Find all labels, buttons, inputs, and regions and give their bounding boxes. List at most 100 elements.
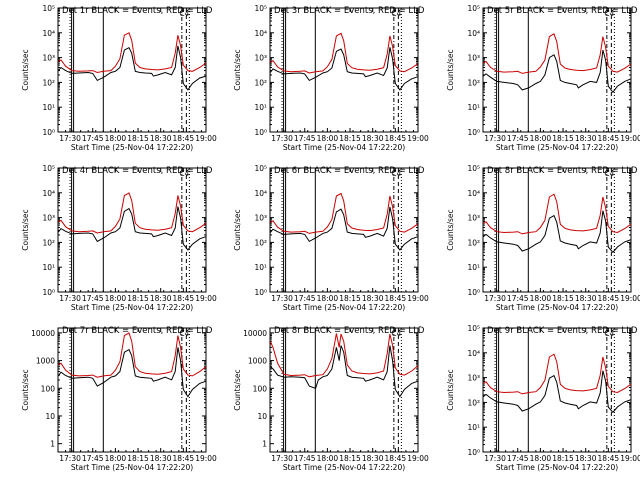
- y-tick-label: 10⁰: [254, 288, 267, 297]
- series-line: [269, 206, 419, 251]
- plot-frame: [57, 167, 207, 293]
- y-tick-label: 10⁰: [254, 128, 267, 137]
- x-tick-label: 18:00: [105, 294, 127, 303]
- y-tick-label: 10²: [254, 238, 267, 247]
- x-tick-label: 18:45: [598, 294, 620, 303]
- y-tick-label: 10⁴: [467, 29, 480, 38]
- y-axis-label: Counts/sec: [446, 369, 455, 410]
- flare-class-label: C4: [604, 9, 614, 18]
- y-axis-label: Counts/sec: [21, 369, 30, 410]
- x-tick-label: 17:45: [507, 294, 529, 303]
- chart-panel: Det 9r BLACK = Events, RED = LLD 10⁰ 10¹ 10…: [446, 324, 640, 472]
- chart-title: Det 6r BLACK = Events, RED = LLD: [274, 166, 425, 176]
- x-tick-label: 18:30: [150, 294, 172, 303]
- series-line: [58, 192, 207, 234]
- y-tick-label: 10¹: [42, 103, 55, 112]
- x-tick-label: 17:30: [484, 134, 506, 143]
- y-tick-label: 10⁵: [467, 4, 480, 13]
- series-line: [58, 32, 207, 74]
- x-tick-label: 18:00: [530, 134, 552, 143]
- x-axis-label: Start Time (25-Nov-04 17:22:20): [283, 463, 405, 472]
- y-tick-label: 10³: [254, 54, 267, 63]
- y-tick-label: 10⁵: [254, 4, 267, 13]
- x-tick-label: 19:00: [407, 294, 429, 303]
- series-line: [482, 49, 632, 94]
- y-tick-label: 1: [50, 440, 55, 449]
- flare-class-label: C4: [604, 169, 614, 178]
- flare-class-label: C4: [604, 329, 614, 338]
- chart-title: Det 8r BLACK = Events, RED = LLD: [274, 326, 425, 336]
- x-tick-label: 19:00: [620, 294, 640, 303]
- x-axis-label: Start Time (25-Nov-04 17:22:20): [71, 143, 193, 152]
- chart-panel: Det 8r BLACK = Events, RED = LLD 1 10 100 10…: [233, 326, 429, 472]
- x-tick-label: 18:30: [575, 454, 597, 463]
- y-tick-label: 10⁴: [42, 189, 55, 198]
- x-tick-label: 18:45: [173, 454, 195, 463]
- y-tick-label: 10¹: [467, 263, 480, 272]
- plot-frame: [482, 327, 632, 453]
- x-tick-label: 18:45: [173, 134, 195, 143]
- chart-panel: Det 6r BLACK = Events, RED = LLD 10⁰ 10¹ 10…: [233, 164, 429, 312]
- x-tick-label: 18:30: [362, 454, 384, 463]
- chart-title: Det 3r BLACK = Events, RED = LLD: [274, 6, 425, 16]
- flare-class-label: C4: [179, 9, 189, 18]
- y-axis-label: Counts/sec: [446, 209, 455, 250]
- y-tick-label: 1000: [248, 357, 267, 366]
- x-tick-label: 19:00: [407, 134, 429, 143]
- x-tick-label: 18:30: [150, 454, 172, 463]
- y-tick-label: 10¹: [254, 103, 267, 112]
- series-line: [270, 192, 419, 234]
- x-tick-label: 17:45: [82, 294, 104, 303]
- x-tick-label: 18:00: [105, 454, 127, 463]
- x-axis-label: Start Time (25-Nov-04 17:22:20): [283, 303, 405, 312]
- x-tick-label: 18:30: [362, 134, 384, 143]
- y-tick-label: 10⁵: [467, 324, 480, 333]
- x-tick-label: 18:15: [339, 294, 361, 303]
- y-tick-label: 1000: [36, 357, 55, 366]
- x-tick-label: 17:45: [294, 294, 316, 303]
- x-tick-label: 17:30: [271, 134, 293, 143]
- x-axis-label: Start Time (25-Nov-04 17:22:20): [496, 303, 618, 312]
- series-line: [57, 45, 207, 91]
- x-tick-label: 19:00: [620, 134, 640, 143]
- y-tick-label: 10²: [42, 78, 55, 87]
- flare-class-label: C4: [179, 169, 189, 178]
- x-tick-label: 18:00: [317, 294, 339, 303]
- y-tick-label: 10²: [467, 398, 480, 407]
- y-tick-label: 10⁵: [254, 164, 267, 173]
- x-tick-label: 17:30: [59, 294, 81, 303]
- flare-class-label: C4: [391, 9, 401, 18]
- chart-title: Det 1r BLACK = Events, RED = LLD: [62, 6, 213, 16]
- y-tick-label: 10000: [31, 329, 55, 338]
- y-tick-label: 10⁰: [467, 128, 480, 137]
- chart-title: Det 7r BLACK = Events, RED = LLD: [62, 326, 213, 336]
- y-tick-label: 100: [41, 384, 56, 393]
- chart-title: Det 8r BLACK = Events, RED = LLD: [487, 166, 638, 176]
- x-tick-label: 18:45: [385, 134, 407, 143]
- series-line: [482, 210, 632, 254]
- x-tick-label: 17:45: [507, 134, 529, 143]
- x-tick-label: 18:30: [575, 134, 597, 143]
- x-tick-label: 17:30: [271, 294, 293, 303]
- y-tick-label: 10⁴: [42, 29, 55, 38]
- x-tick-label: 19:00: [620, 454, 640, 463]
- x-tick-label: 17:30: [484, 294, 506, 303]
- y-tick-label: 10⁰: [467, 288, 480, 297]
- y-tick-label: 10³: [467, 214, 480, 223]
- y-tick-label: 10³: [467, 374, 480, 383]
- y-tick-label: 10: [45, 412, 55, 421]
- chart-title: Det 9r BLACK = Events, RED = LLD: [487, 326, 638, 336]
- y-tick-label: 10¹: [467, 423, 480, 432]
- plot-frame: [57, 7, 207, 133]
- chart-panel: Det 3r BLACK = Events, RED = LLD 10⁰ 10¹ 10…: [233, 4, 429, 152]
- y-tick-label: 10⁵: [42, 164, 55, 173]
- x-tick-label: 18:30: [575, 294, 597, 303]
- series-line: [57, 347, 207, 398]
- series-line: [482, 370, 632, 414]
- series-line: [269, 345, 419, 398]
- y-tick-label: 10¹: [467, 103, 480, 112]
- y-tick-label: 10⁵: [467, 164, 480, 173]
- x-tick-label: 18:45: [385, 454, 407, 463]
- x-tick-label: 18:15: [127, 134, 149, 143]
- series-line: [483, 353, 632, 395]
